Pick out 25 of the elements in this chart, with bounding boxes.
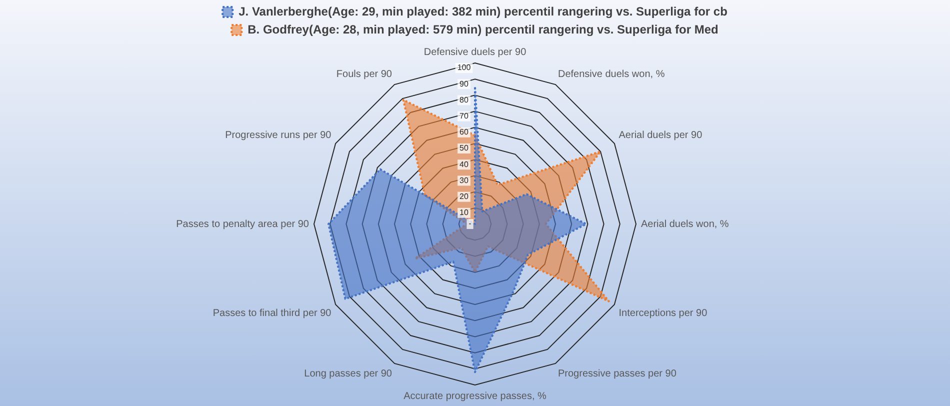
legend-label: J. Vanlerberghe(Age: 29, min played: 382 min) percentil rangering vs. Superliga for cb: [238, 4, 728, 18]
spoke-label: Defensive duels won, %: [558, 68, 665, 80]
y-tick-label: 70: [460, 112, 469, 121]
spoke-label: Long passes per 90: [304, 368, 392, 380]
spoke-label: Aerial duels per 90: [618, 130, 703, 141]
spoke-label: Accurate progressive passes, %: [404, 390, 547, 402]
spoke-label: Progressive passes per 90: [558, 368, 677, 380]
y-tick-label: 80: [460, 95, 469, 104]
spoke-label: Progressive runs per 90: [225, 130, 332, 141]
spoke-label: Defensive duels per 90: [424, 46, 527, 58]
y-tick-label: 100: [457, 63, 472, 72]
legend-label: B. Godfrey(Age: 28, min played: 579 min) percentil rangering vs. Superliga for Med: [248, 22, 718, 36]
spoke-label: Passes to final third per 90: [212, 308, 332, 319]
y-tick-label: 90: [460, 79, 469, 88]
y-tick-label: 60: [460, 128, 469, 137]
spoke-label: Interceptions per 90: [618, 308, 708, 319]
y-tick-label: -: [468, 219, 472, 228]
y-tick-label: 30: [460, 176, 469, 185]
y-tick-label: 40: [460, 160, 469, 169]
y-tick-label: 20: [460, 192, 469, 202]
y-tick-label: 10: [460, 208, 469, 218]
spoke-label: Passes to penalty area per 90: [176, 218, 310, 230]
spoke-label: Aerial duels won, %: [641, 218, 729, 230]
y-tick-label: 50: [460, 144, 469, 153]
spoke-label: Fouls per 90: [336, 68, 392, 80]
